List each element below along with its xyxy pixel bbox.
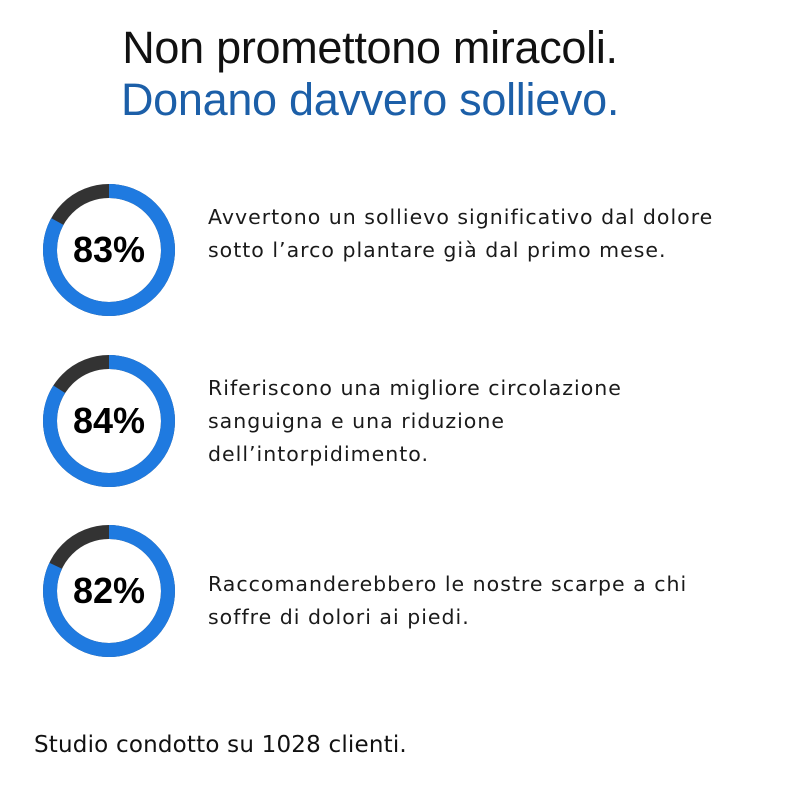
headline-highlight-word: sollievo: [459, 74, 607, 125]
headline-line-2-suffix: .: [606, 74, 620, 125]
stat-item: 83% Avvertono un sollievo significativo …: [42, 183, 762, 323]
stat-description: Riferiscono una migliore circolazione sa…: [208, 376, 622, 466]
stat-description: Raccomanderebbero le nostre scarpe a chi…: [208, 572, 688, 629]
progress-ring-fill: [43, 525, 175, 657]
stat-percent: 82%: [72, 570, 146, 611]
stat-item: 82% Raccomanderebbero le nostre scarpe a…: [42, 524, 762, 664]
progress-ring: [43, 184, 175, 316]
footer-note: Studio condotto su 1028 clienti.: [34, 732, 407, 758]
headline-line-2-prefix: Donano davvero: [120, 74, 460, 125]
progress-ring: [43, 355, 175, 487]
stat-item: 84% Riferiscono una migliore circolazion…: [42, 354, 762, 494]
progress-ring: [43, 525, 175, 657]
stat-percent: 84%: [72, 400, 146, 441]
headline: Non promettono miracoli. Donano davvero …: [0, 22, 740, 126]
progress-ring-fill: [43, 184, 175, 316]
headline-line-2: Donano davvero sollievo.: [0, 74, 740, 126]
headline-line-1: Non promettono miracoli.: [122, 22, 618, 73]
progress-ring-fill: [43, 355, 175, 487]
stat-percent: 83%: [72, 229, 146, 270]
stat-description: Avvertono un sollievo significativo dal …: [208, 205, 714, 262]
